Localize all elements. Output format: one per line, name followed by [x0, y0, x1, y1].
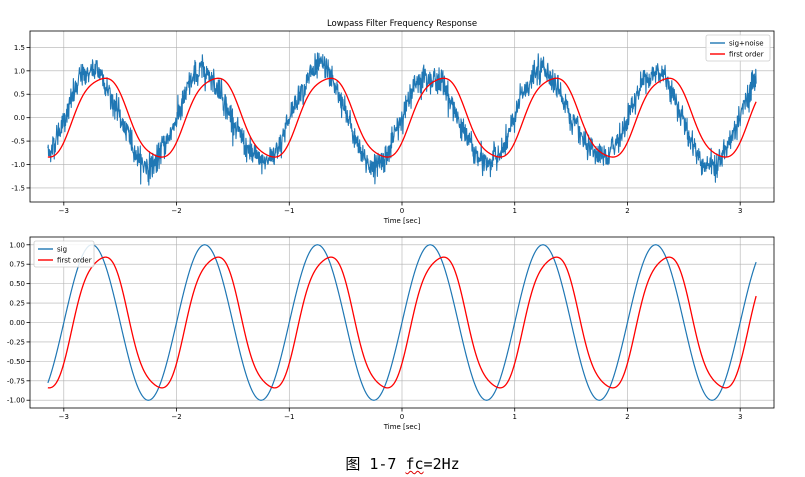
y-tick-label: 1.00: [9, 241, 25, 249]
x-tick-label: 0: [400, 413, 404, 421]
caption-prefix: 图 1-7: [345, 455, 406, 473]
y-tick-label: -0.75: [7, 377, 25, 385]
y-tick-label: -0.25: [7, 338, 25, 346]
x-tick-label: −3: [59, 413, 69, 421]
x-tick-label: 3: [738, 413, 742, 421]
y-tick-label: 0.5: [14, 91, 25, 99]
y-tick-label: 0.25: [9, 300, 25, 308]
x-tick-label: −3: [59, 207, 69, 215]
bottom-plot-legend: sig first order: [33, 240, 95, 268]
y-tick-label: -0.5: [11, 138, 25, 146]
x-tick-label: 1: [512, 207, 516, 215]
legend-label-sig-noise: sig+noise: [729, 40, 764, 48]
y-tick-label: 0.0: [14, 114, 25, 122]
x-tick-label: −2: [171, 413, 181, 421]
y-tick-label: 1.5: [14, 44, 25, 52]
x-tick-label: 0: [400, 207, 404, 215]
y-tick-label: -1.00: [7, 397, 25, 405]
filter-response-figure: Lowpass Filter Frequency Response −3 −2 −1…: [7, 19, 775, 431]
bottom-plot-ticks: −3 −2 −1 0 1 2 3 -1.00 -0.75 -0.50 -0.25 0.00 0.25 0.…: [7, 241, 743, 421]
x-tick-label: 3: [738, 207, 742, 215]
legend-label-first-order: first order: [729, 51, 764, 59]
first-order-filter-line: [47, 77, 757, 158]
x-tick-label: −1: [284, 207, 294, 215]
x-tick-label: 2: [625, 413, 629, 421]
noisy-signal-line: [47, 52, 757, 186]
y-tick-label: 0.00: [9, 319, 25, 327]
x-tick-label: 2: [625, 207, 629, 215]
y-tick-label: 0.75: [9, 261, 25, 269]
top-plot-legend: sig+noise first order: [705, 34, 771, 62]
clean-signal-line: [47, 244, 757, 401]
caption-fc: fc: [405, 455, 424, 473]
bottom-plot-x-axis-label: Time [sec]: [383, 423, 421, 431]
y-tick-label: -1.5: [11, 184, 25, 192]
noisy-signal-plot: Lowpass Filter Frequency Response −3 −2 −1…: [11, 19, 775, 225]
y-tick-label: 1.0: [14, 67, 25, 75]
first-order-filter-line: [47, 256, 757, 389]
x-tick-label: −1: [284, 413, 294, 421]
top-plot-series: [47, 52, 757, 186]
top-plot-title: Lowpass Filter Frequency Response: [327, 19, 477, 29]
top-plot-ticks: −3 −2 −1 0 1 2 3 -1.5 -1.0 -0.5 0.0 0.5 1.0 1.5: [11, 44, 742, 215]
caption-value: =2Hz: [423, 455, 460, 473]
bottom-plot-series: [47, 244, 757, 401]
series-clip-group: [47, 52, 757, 186]
top-plot-grid: [30, 31, 774, 202]
y-tick-label: -0.50: [7, 358, 25, 366]
top-plot-x-axis-label: Time [sec]: [383, 217, 421, 225]
series-clip-group: [47, 244, 757, 401]
x-tick-label: 1: [512, 413, 516, 421]
legend-label-first-order: first order: [57, 257, 92, 265]
figure-caption: 图 1-7 fc=2Hz: [0, 453, 805, 474]
clean-signal-plot: −3 −2 −1 0 1 2 3 -1.00 -0.75 -0.50 -0.25 0.00 0.25 0.…: [7, 236, 775, 431]
y-tick-label: -1.0: [11, 161, 25, 169]
y-tick-label: 0.50: [9, 280, 25, 288]
legend-label-sig: sig: [57, 246, 67, 254]
x-tick-label: −2: [171, 207, 181, 215]
